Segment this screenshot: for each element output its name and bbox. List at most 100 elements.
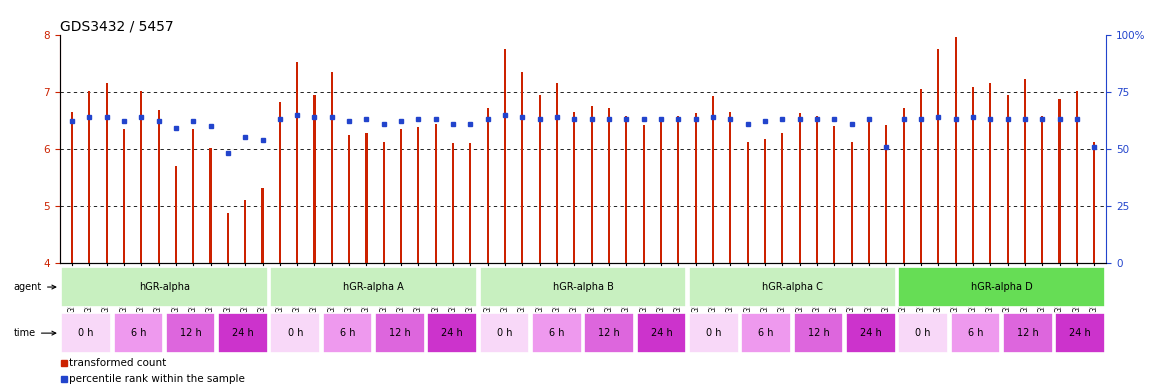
Text: 24 h: 24 h bbox=[442, 328, 463, 338]
Bar bbox=[937, 49, 940, 263]
Bar bbox=[366, 133, 368, 263]
Bar bbox=[486, 108, 489, 263]
Bar bbox=[417, 127, 420, 263]
Bar bbox=[123, 129, 125, 263]
Bar bbox=[689, 267, 896, 307]
Text: 6 h: 6 h bbox=[131, 328, 146, 338]
Text: time: time bbox=[14, 328, 56, 338]
Bar bbox=[1024, 79, 1026, 263]
Bar bbox=[452, 143, 454, 263]
Bar bbox=[114, 313, 163, 353]
Bar bbox=[61, 313, 110, 353]
Text: GDS3432 / 5457: GDS3432 / 5457 bbox=[60, 20, 174, 33]
Text: hGR-alpha A: hGR-alpha A bbox=[344, 282, 404, 292]
Bar bbox=[898, 267, 1105, 307]
Bar bbox=[851, 142, 852, 263]
Text: 0 h: 0 h bbox=[78, 328, 93, 338]
Text: 6 h: 6 h bbox=[759, 328, 774, 338]
Bar bbox=[314, 94, 315, 263]
Bar bbox=[158, 110, 160, 263]
Bar bbox=[903, 108, 905, 263]
Bar bbox=[521, 72, 523, 263]
Bar bbox=[278, 102, 281, 263]
Text: percentile rank within the sample: percentile rank within the sample bbox=[69, 374, 245, 384]
Bar bbox=[920, 89, 922, 263]
Text: agent: agent bbox=[14, 282, 56, 292]
Bar bbox=[637, 313, 687, 353]
Bar bbox=[989, 83, 991, 263]
Bar bbox=[584, 313, 634, 353]
Bar bbox=[504, 49, 506, 263]
Bar bbox=[1041, 116, 1043, 263]
Bar bbox=[175, 166, 177, 263]
Bar bbox=[798, 113, 800, 263]
Bar bbox=[898, 313, 948, 353]
Text: 12 h: 12 h bbox=[807, 328, 829, 338]
Text: 12 h: 12 h bbox=[1017, 328, 1038, 338]
Bar bbox=[1006, 94, 1009, 263]
Bar bbox=[375, 313, 424, 353]
Text: 0 h: 0 h bbox=[706, 328, 721, 338]
Text: 12 h: 12 h bbox=[179, 328, 201, 338]
Text: 0 h: 0 h bbox=[497, 328, 512, 338]
Text: 6 h: 6 h bbox=[968, 328, 983, 338]
Bar bbox=[626, 116, 628, 263]
Bar bbox=[71, 112, 72, 263]
Text: 0 h: 0 h bbox=[288, 328, 302, 338]
Bar bbox=[270, 313, 320, 353]
Text: 24 h: 24 h bbox=[1070, 328, 1091, 338]
Bar bbox=[868, 121, 869, 263]
Bar bbox=[746, 142, 749, 263]
Bar bbox=[695, 113, 697, 263]
Bar bbox=[383, 142, 385, 263]
Bar bbox=[1075, 91, 1078, 263]
Bar bbox=[480, 313, 529, 353]
Text: 24 h: 24 h bbox=[651, 328, 673, 338]
Bar bbox=[555, 83, 558, 263]
Text: 24 h: 24 h bbox=[232, 328, 254, 338]
Bar bbox=[166, 313, 215, 353]
Bar bbox=[218, 313, 268, 353]
Bar bbox=[972, 87, 974, 263]
Bar bbox=[140, 91, 143, 263]
Bar bbox=[591, 106, 592, 263]
Bar bbox=[793, 313, 843, 353]
Bar bbox=[608, 108, 611, 263]
Bar bbox=[348, 134, 351, 263]
Bar bbox=[331, 72, 332, 263]
Bar bbox=[886, 125, 888, 263]
Bar bbox=[270, 267, 477, 307]
Bar bbox=[1056, 313, 1105, 353]
Bar bbox=[781, 133, 783, 263]
Bar bbox=[89, 91, 91, 263]
Text: hGR-alpha D: hGR-alpha D bbox=[971, 282, 1033, 292]
Text: transformed count: transformed count bbox=[69, 358, 167, 368]
Text: 24 h: 24 h bbox=[860, 328, 882, 338]
Bar bbox=[1094, 142, 1095, 263]
Bar bbox=[1058, 99, 1060, 263]
Text: 6 h: 6 h bbox=[550, 328, 565, 338]
Text: hGR-alpha B: hGR-alpha B bbox=[553, 282, 613, 292]
Bar bbox=[846, 313, 896, 353]
Bar bbox=[297, 62, 298, 263]
Bar bbox=[689, 313, 738, 353]
Bar bbox=[428, 313, 477, 353]
Bar bbox=[643, 125, 645, 263]
Bar bbox=[660, 119, 662, 263]
Bar bbox=[209, 148, 212, 263]
Bar bbox=[480, 267, 687, 307]
Bar bbox=[951, 313, 1000, 353]
Bar bbox=[538, 94, 540, 263]
Bar bbox=[1003, 313, 1052, 353]
Bar bbox=[106, 83, 108, 263]
Text: 0 h: 0 h bbox=[915, 328, 930, 338]
Bar bbox=[712, 96, 714, 263]
Bar bbox=[227, 214, 229, 263]
Text: hGR-alpha C: hGR-alpha C bbox=[762, 282, 822, 292]
Bar bbox=[261, 188, 263, 263]
Text: 12 h: 12 h bbox=[389, 328, 411, 338]
Text: hGR-alpha: hGR-alpha bbox=[139, 282, 190, 292]
Text: 12 h: 12 h bbox=[598, 328, 620, 338]
Bar bbox=[192, 129, 194, 263]
Bar bbox=[469, 142, 472, 263]
